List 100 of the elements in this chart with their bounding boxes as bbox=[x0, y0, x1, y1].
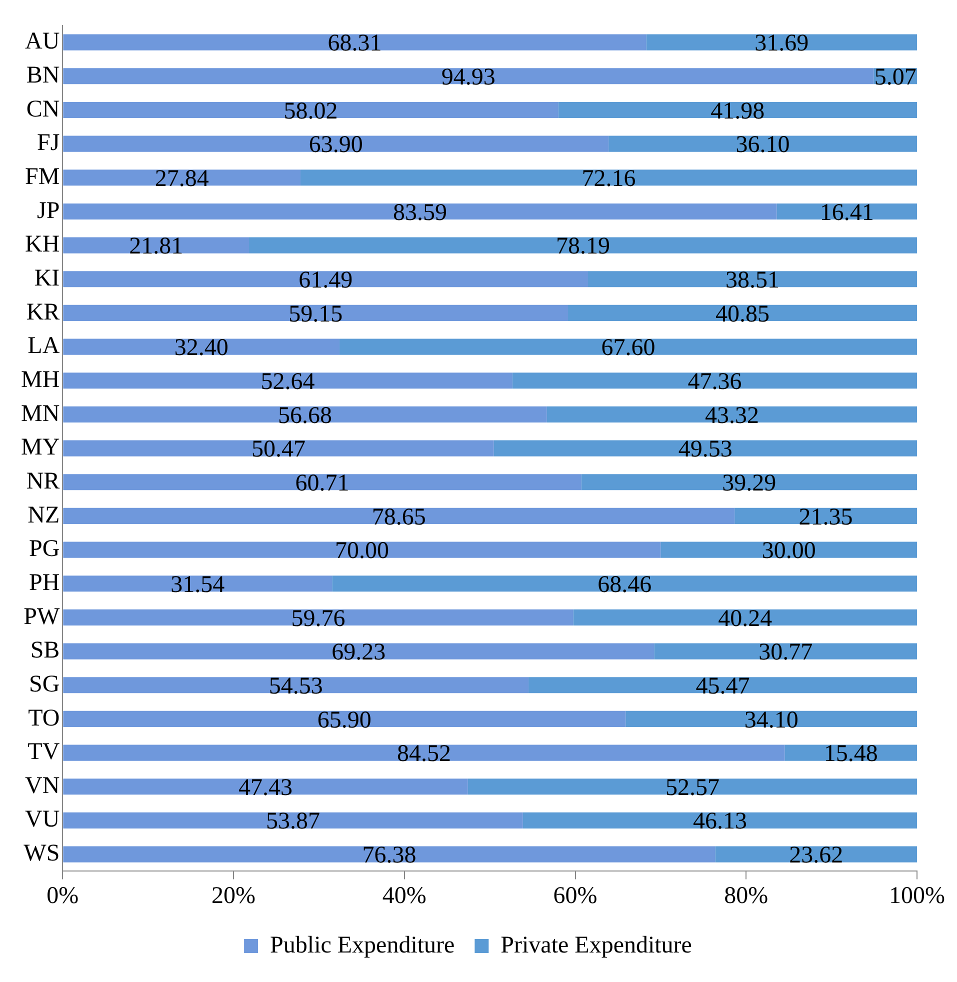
data-label: 63.90 bbox=[308, 132, 363, 158]
x-tick-label: 40% bbox=[382, 882, 426, 909]
bar bbox=[63, 576, 332, 592]
data-label: 43.32 bbox=[704, 402, 759, 429]
bar bbox=[522, 812, 918, 828]
bar bbox=[63, 508, 735, 524]
bar bbox=[654, 643, 918, 660]
data-label: 41.98 bbox=[710, 98, 765, 124]
bar bbox=[63, 643, 654, 660]
y-tick-label: KR bbox=[26, 299, 60, 326]
data-label: 40.24 bbox=[718, 606, 772, 632]
bar bbox=[734, 508, 918, 524]
data-label: 52.57 bbox=[665, 774, 720, 801]
bar bbox=[63, 846, 716, 862]
bar bbox=[249, 237, 918, 254]
y-tick-label: BN bbox=[26, 62, 60, 88]
y-tick-label: PG bbox=[28, 536, 60, 562]
bar bbox=[63, 136, 609, 152]
bar bbox=[63, 102, 558, 118]
y-tick-label: VN bbox=[25, 772, 60, 799]
bar bbox=[63, 778, 468, 795]
data-label: 76.38 bbox=[362, 842, 416, 869]
y-tick-label: PH bbox=[28, 570, 60, 596]
bar bbox=[63, 812, 523, 828]
y-tick-label: WS bbox=[24, 840, 60, 867]
y-tick-label: CN bbox=[26, 96, 60, 122]
bar bbox=[63, 744, 785, 761]
bar bbox=[528, 677, 918, 694]
bar bbox=[646, 34, 918, 50]
bar bbox=[608, 136, 918, 152]
data-label: 78.19 bbox=[556, 234, 610, 260]
bar bbox=[63, 677, 529, 694]
y-tick-label: TV bbox=[28, 739, 60, 766]
bar bbox=[63, 304, 568, 322]
bar bbox=[63, 710, 626, 727]
bar bbox=[63, 34, 646, 50]
bar bbox=[558, 102, 918, 118]
bar bbox=[63, 372, 512, 389]
x-tick-label: 100% bbox=[889, 882, 946, 909]
bar bbox=[63, 68, 874, 84]
data-label: 45.47 bbox=[696, 673, 750, 700]
y-tick-label: FM bbox=[24, 164, 60, 190]
y-tick-label: JP bbox=[36, 198, 60, 224]
x-tick-label: 80% bbox=[724, 882, 768, 909]
data-label: 21.35 bbox=[798, 504, 853, 530]
y-tick-label: LA bbox=[28, 333, 60, 360]
bar bbox=[468, 778, 918, 795]
data-label: 31.69 bbox=[754, 30, 809, 57]
legend-label: Public Expenditure bbox=[270, 932, 455, 958]
bar bbox=[568, 304, 918, 322]
data-label: 53.87 bbox=[266, 808, 320, 835]
y-tick-label: PW bbox=[24, 604, 60, 630]
data-label: 59.15 bbox=[288, 301, 343, 328]
bar bbox=[512, 372, 918, 389]
bar bbox=[63, 542, 661, 558]
x-tick-label: 60% bbox=[553, 882, 598, 909]
data-label: 47.43 bbox=[238, 774, 293, 801]
data-label: 21.81 bbox=[129, 234, 184, 260]
bar bbox=[63, 271, 588, 288]
bar bbox=[588, 271, 918, 288]
bar bbox=[63, 338, 340, 355]
data-label: 39.29 bbox=[722, 470, 776, 496]
data-label: 16.41 bbox=[820, 200, 874, 226]
data-label: 50.47 bbox=[252, 436, 306, 463]
data-label: 40.85 bbox=[716, 301, 770, 328]
data-label: 15.48 bbox=[824, 741, 878, 768]
data-label: 34.10 bbox=[744, 707, 798, 734]
data-label: 67.60 bbox=[601, 335, 656, 362]
bar bbox=[63, 406, 547, 423]
bar bbox=[63, 237, 249, 254]
y-tick-label: SB bbox=[30, 638, 60, 664]
y-tick-label: KI bbox=[34, 265, 60, 292]
data-label: 5.07 bbox=[874, 64, 916, 90]
bar bbox=[546, 406, 918, 423]
data-label: 68.31 bbox=[328, 30, 382, 57]
x-tick-label: 0% bbox=[46, 882, 79, 909]
bar bbox=[63, 170, 301, 186]
y-tick-label: MN bbox=[21, 400, 60, 427]
bar bbox=[339, 338, 918, 355]
y-tick-label: NR bbox=[26, 468, 60, 494]
data-label: 54.53 bbox=[268, 673, 323, 700]
x-tick-label: 20% bbox=[212, 882, 256, 909]
y-tick-label: VU bbox=[25, 806, 60, 833]
legend-label: Private Expenditure bbox=[500, 932, 692, 958]
data-label: 61.49 bbox=[298, 267, 353, 294]
data-label: 49.53 bbox=[678, 436, 732, 463]
data-label: 68.46 bbox=[598, 572, 652, 598]
data-label: 36.10 bbox=[736, 132, 790, 158]
y-tick-label: SG bbox=[28, 671, 60, 698]
y-tick-label: MY bbox=[21, 434, 60, 461]
data-label: 27.84 bbox=[154, 166, 209, 192]
bar bbox=[300, 170, 918, 186]
data-label: 56.68 bbox=[278, 402, 332, 429]
data-label: 59.76 bbox=[291, 606, 346, 632]
data-label: 23.62 bbox=[789, 842, 844, 869]
bar bbox=[332, 576, 918, 592]
data-label: 69.23 bbox=[332, 640, 386, 666]
data-label: 52.64 bbox=[260, 368, 315, 395]
data-label: 31.54 bbox=[170, 572, 225, 598]
y-tick-label: KH bbox=[25, 232, 60, 258]
